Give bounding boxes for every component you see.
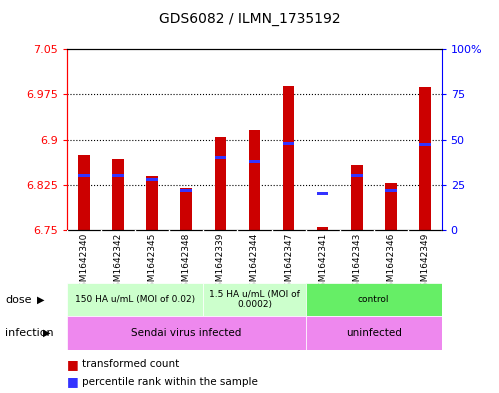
Bar	[78, 154, 90, 230]
Text: GSM1642347: GSM1642347	[284, 233, 293, 293]
Bar	[249, 160, 260, 163]
Text: Sendai virus infected: Sendai virus infected	[131, 328, 242, 338]
Bar	[419, 87, 431, 230]
Text: transformed count: transformed count	[82, 359, 180, 369]
Bar	[215, 156, 227, 159]
Text: GSM1642348: GSM1642348	[182, 233, 191, 293]
Text: GSM1642341: GSM1642341	[318, 233, 327, 293]
Bar	[351, 174, 362, 177]
Text: GSM1642349: GSM1642349	[420, 233, 429, 293]
Bar	[112, 159, 124, 230]
Bar	[147, 176, 158, 230]
Text: ■: ■	[67, 375, 79, 389]
Bar	[78, 174, 90, 177]
Text: GSM1642342: GSM1642342	[114, 233, 123, 293]
Bar	[305, 283, 442, 316]
Bar	[305, 316, 442, 350]
Bar	[67, 316, 305, 350]
Bar	[249, 130, 260, 230]
Text: infection: infection	[5, 328, 53, 338]
Text: GSM1642340: GSM1642340	[80, 233, 89, 293]
Bar	[181, 189, 193, 192]
Text: uninfected: uninfected	[346, 328, 402, 338]
Bar	[282, 141, 294, 145]
Bar	[181, 188, 193, 230]
Text: GSM1642345: GSM1642345	[148, 233, 157, 293]
Bar	[147, 178, 158, 181]
Bar	[385, 189, 397, 192]
Bar	[67, 283, 204, 316]
Text: ▶: ▶	[43, 328, 51, 338]
Bar	[351, 165, 362, 230]
Text: control: control	[358, 295, 389, 304]
Bar	[204, 283, 305, 316]
Text: 1.5 HA u/mL (MOI of
0.0002): 1.5 HA u/mL (MOI of 0.0002)	[209, 290, 300, 309]
Text: GSM1642346: GSM1642346	[386, 233, 395, 293]
Text: GDS6082 / ILMN_1735192: GDS6082 / ILMN_1735192	[159, 12, 340, 26]
Bar	[316, 192, 328, 195]
Bar	[419, 143, 431, 147]
Bar	[316, 227, 328, 230]
Text: ■: ■	[67, 358, 79, 371]
Text: dose: dose	[5, 295, 31, 305]
Text: GSM1642339: GSM1642339	[216, 233, 225, 293]
Text: GSM1642344: GSM1642344	[250, 233, 259, 293]
Bar	[282, 86, 294, 230]
Bar	[112, 174, 124, 177]
Text: ▶: ▶	[37, 295, 45, 305]
Bar	[215, 136, 227, 230]
Bar	[385, 183, 397, 230]
Text: 150 HA u/mL (MOI of 0.02): 150 HA u/mL (MOI of 0.02)	[75, 295, 196, 304]
Text: GSM1642343: GSM1642343	[352, 233, 361, 293]
Text: percentile rank within the sample: percentile rank within the sample	[82, 377, 258, 387]
